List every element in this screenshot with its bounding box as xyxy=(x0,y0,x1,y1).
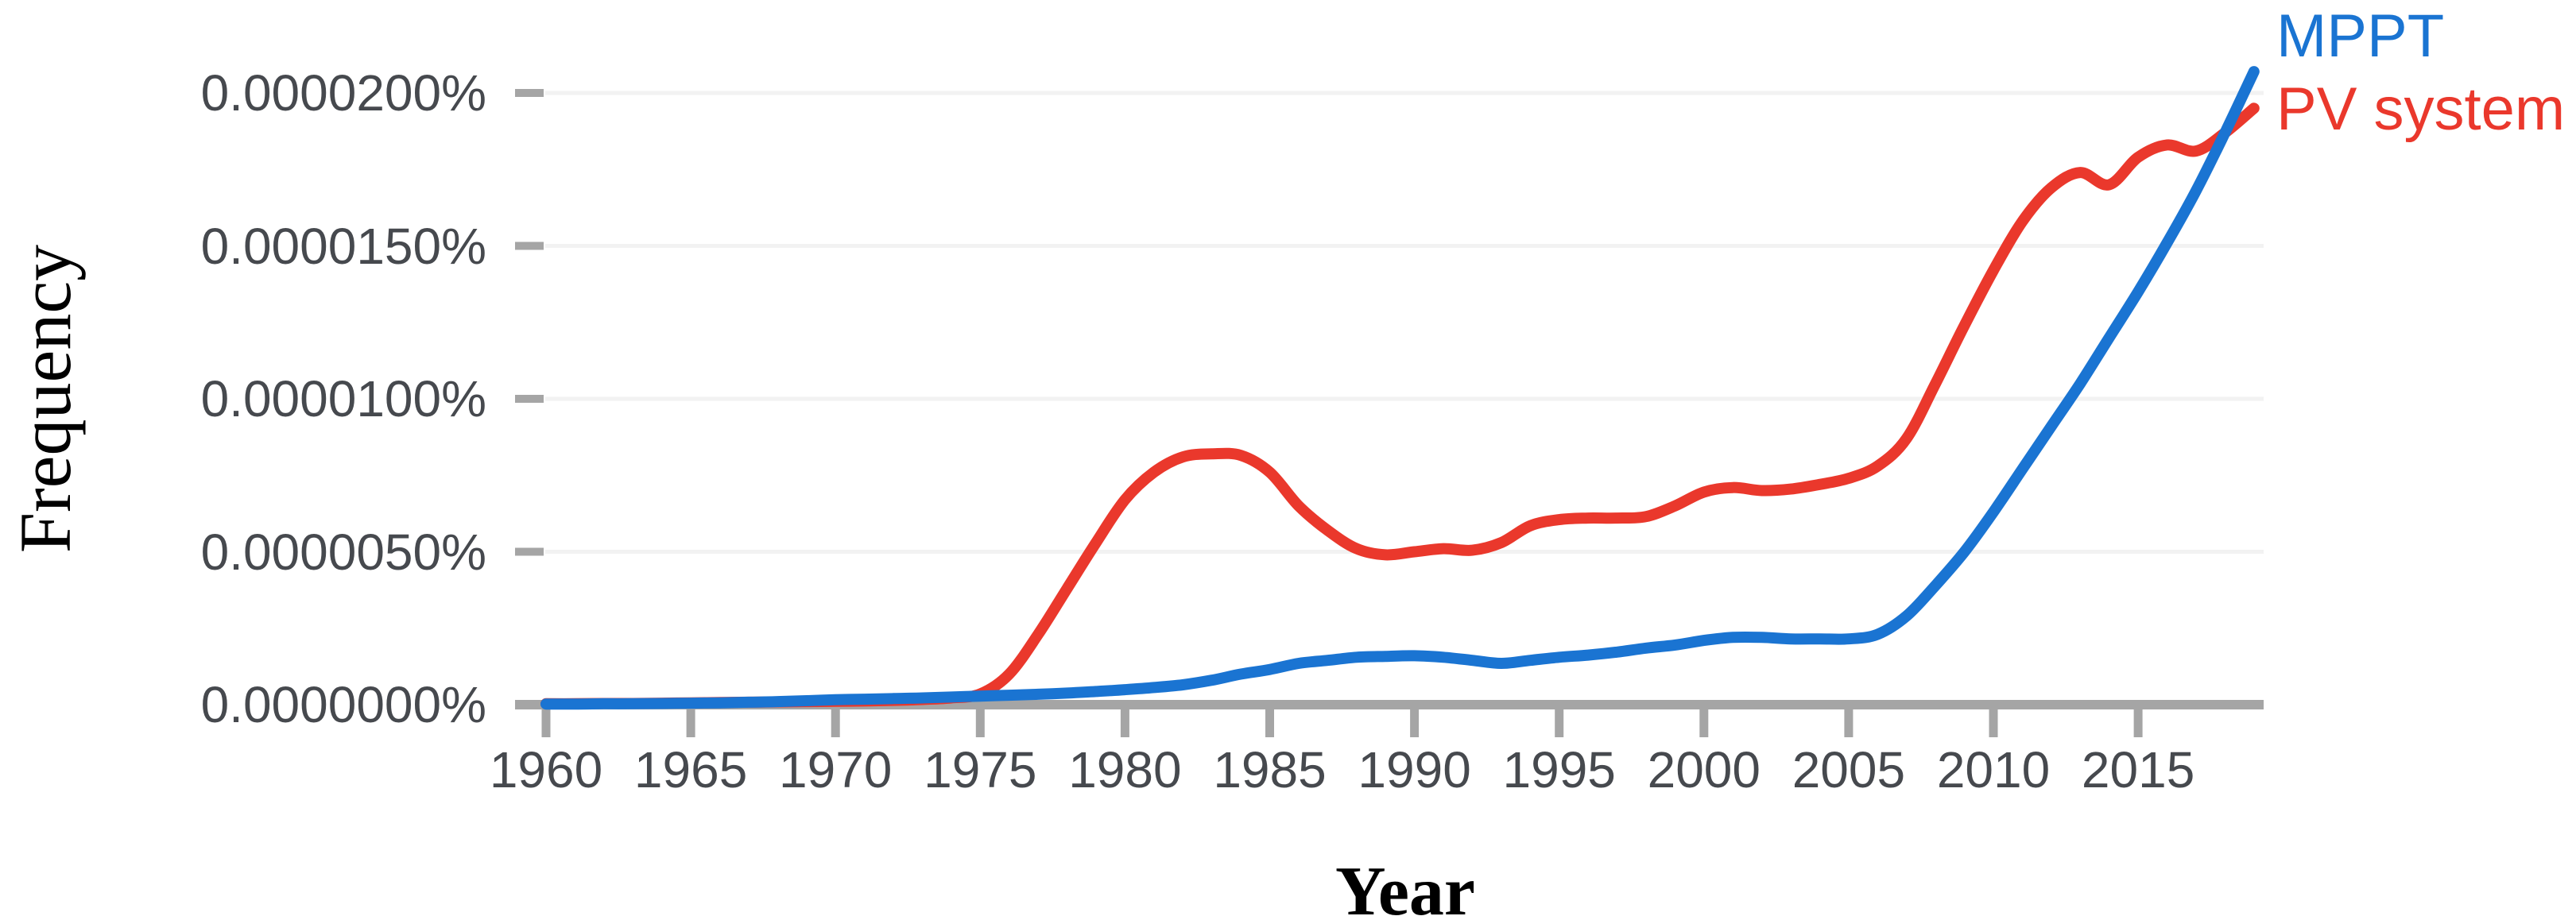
y-tick-label: 0.0000100% xyxy=(200,370,486,427)
series-line-mppt xyxy=(540,66,2260,710)
x-tick-label: 2005 xyxy=(1792,741,1906,798)
x-tick-label: 2000 xyxy=(1647,741,1761,798)
x-tick-label: 1980 xyxy=(1068,741,1182,798)
x-tick-label: 2015 xyxy=(2081,741,2195,798)
y-tick-label: 0.0000000% xyxy=(200,676,486,733)
legend-label-mppt: MPPT xyxy=(2276,2,2445,70)
x-tick-label: 1960 xyxy=(489,741,603,798)
x-tick-label: 1995 xyxy=(1502,741,1616,798)
x-tick-label: 1975 xyxy=(924,741,1037,798)
x-tick-label: 2010 xyxy=(1936,741,2051,798)
x-axis-title: Year xyxy=(1335,853,1475,916)
y-tick-label: 0.0000200% xyxy=(200,64,486,122)
y-tick-label: 0.0000150% xyxy=(200,217,486,275)
x-tick-label: 1965 xyxy=(633,741,748,798)
y-axis-title: Frequency xyxy=(5,244,86,554)
x-tick-label: 1985 xyxy=(1213,741,1327,798)
x-tick-label: 1970 xyxy=(779,741,893,798)
series-line-pv-system xyxy=(540,102,2260,709)
y-tick-label: 0.0000050% xyxy=(200,523,486,581)
x-tick-label: 1990 xyxy=(1358,741,1471,798)
legend-label-pv-system: PV system xyxy=(2276,75,2566,143)
